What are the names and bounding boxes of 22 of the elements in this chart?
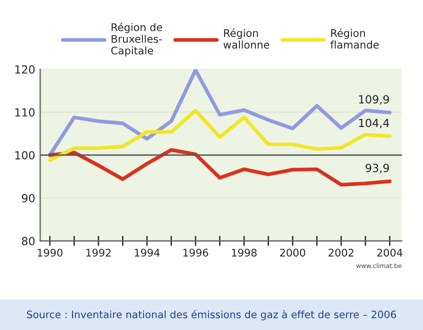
- data-label: 93,9: [366, 164, 389, 174]
- line-series: [48, 108, 392, 162]
- x-tick-label: 1996: [183, 248, 208, 257]
- source-note: Source : Inventaire national des émissions de gaz à effet de serre – 2006: [26, 310, 396, 320]
- x-tick-label: 2002: [328, 248, 354, 257]
- x-tick-label: 2000: [280, 248, 306, 257]
- y-tick-label: 80: [22, 236, 35, 246]
- legend-label: Région de Bruxelles- Capitale: [111, 22, 162, 56]
- data-label: 104,4: [359, 118, 390, 128]
- y-tick-label: 110: [15, 108, 35, 117]
- y-tick-label: 120: [15, 65, 35, 74]
- line-series: [48, 148, 392, 187]
- x-tick-label: 2004: [377, 248, 402, 257]
- x-tick-label: 1998: [232, 248, 257, 257]
- legend-label: Région wallonne: [224, 28, 270, 49]
- x-tick-label: 1990: [38, 248, 62, 257]
- y-tick-label: 100: [15, 151, 35, 160]
- legend-label: Région flamande: [330, 28, 379, 49]
- y-tick-label: 90: [22, 194, 35, 202]
- data-label: 109,9: [359, 95, 389, 105]
- x-tick-label: 1994: [134, 248, 160, 257]
- x-tick-label: 1992: [86, 248, 111, 257]
